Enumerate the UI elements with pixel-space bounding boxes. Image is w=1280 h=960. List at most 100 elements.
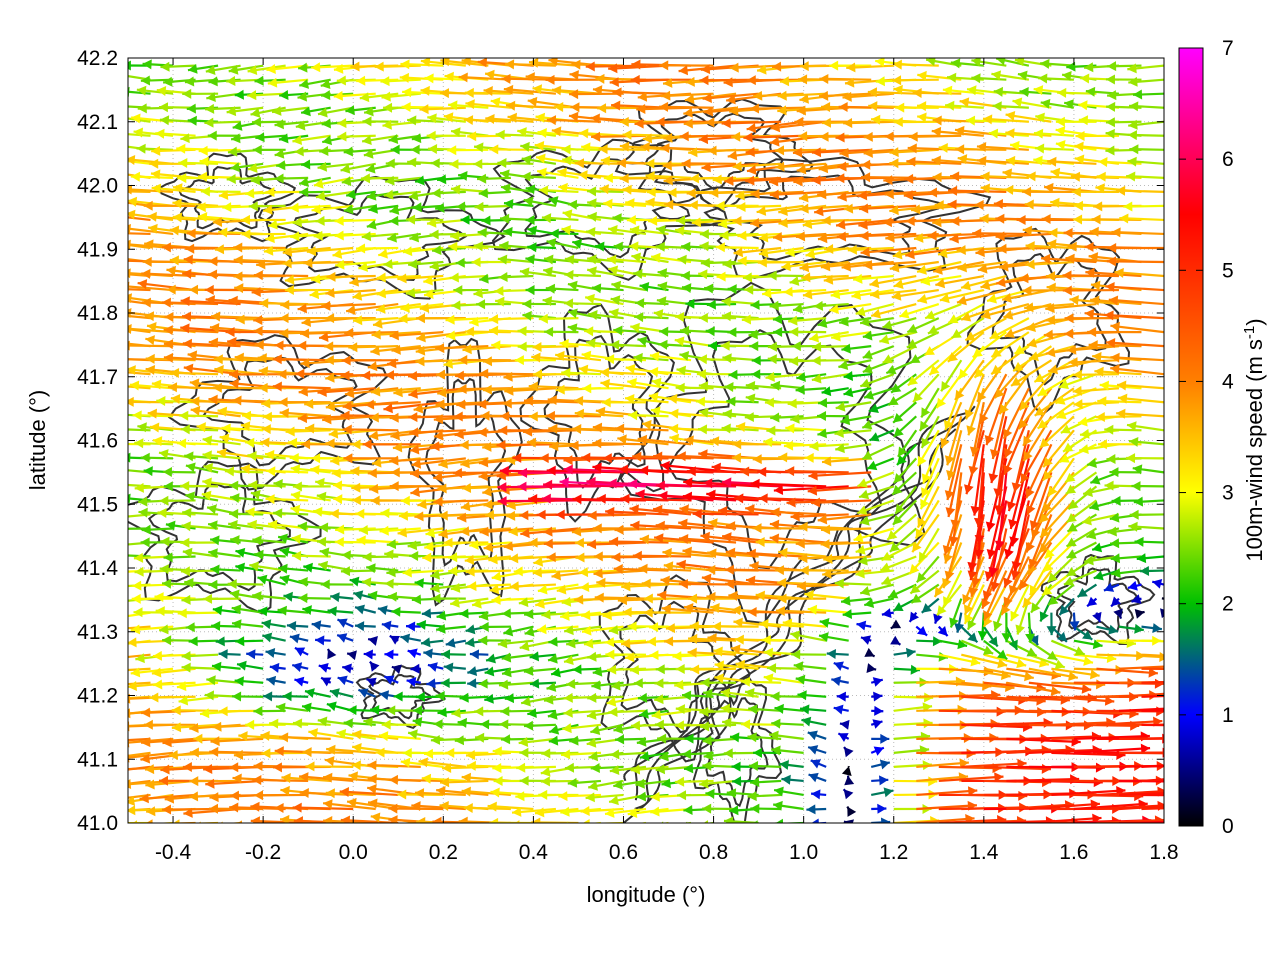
wind-vector xyxy=(358,525,399,535)
wind-vector xyxy=(196,422,241,433)
wind-vector xyxy=(991,70,1030,81)
wind-vector xyxy=(801,716,827,727)
wind-vector xyxy=(212,721,264,732)
wind-vector xyxy=(609,765,647,776)
wind-vector xyxy=(581,610,624,621)
wind-vector xyxy=(439,777,489,788)
wind-vector xyxy=(128,751,151,758)
wind-vector xyxy=(1022,186,1074,197)
wind-vector xyxy=(208,548,241,559)
wind-vector xyxy=(1036,401,1075,430)
wind-vector xyxy=(443,662,466,673)
wind-vector xyxy=(751,369,782,380)
wind-vector xyxy=(790,511,849,522)
wind-vector xyxy=(458,816,511,823)
wind-vector xyxy=(128,793,151,799)
wind-vector xyxy=(777,90,827,101)
wind-vector xyxy=(279,313,331,324)
wind-vector xyxy=(218,227,264,238)
wind-vector xyxy=(1141,694,1164,698)
wind-vector xyxy=(817,317,849,328)
wind-vector xyxy=(732,161,782,172)
wind-vector xyxy=(326,744,376,755)
x-tick-label: 1.8 xyxy=(1149,841,1178,864)
wind-vector xyxy=(1066,344,1120,355)
wind-vector xyxy=(1109,467,1142,478)
wind-vector xyxy=(383,401,444,414)
x-axis-ticks: -0.4 -0.2 0.0 0.2 0.4 0.6 0.8 1.0 1.2 1.4 1.6 1.8 xyxy=(155,58,1179,864)
wind-vector xyxy=(798,553,849,564)
wind-vector xyxy=(254,75,286,86)
wind-vector xyxy=(611,280,647,292)
wind-vector xyxy=(909,569,940,595)
wind-vector xyxy=(743,132,804,143)
wind-vector xyxy=(804,589,849,600)
wind-vector xyxy=(322,772,376,783)
wind-vector xyxy=(761,634,804,645)
wind-vector xyxy=(128,765,174,771)
wind-vector xyxy=(613,241,647,252)
wind-vector xyxy=(310,464,354,475)
wind-vector xyxy=(209,746,264,757)
wind-vector xyxy=(812,341,849,352)
y-tick-label: 41.1 xyxy=(77,748,118,771)
wind-vector xyxy=(938,653,981,667)
wind-vector xyxy=(1110,352,1164,363)
wind-vector xyxy=(416,331,466,343)
wind-vector xyxy=(892,499,918,526)
wind-vector xyxy=(1026,171,1074,182)
wind-vector xyxy=(1000,569,1030,616)
wind-vector xyxy=(960,625,979,644)
wind-vector xyxy=(840,595,872,606)
wind-vector xyxy=(381,719,421,730)
wind-vector xyxy=(891,288,939,301)
wind-vector xyxy=(769,533,827,544)
wind-vector xyxy=(311,620,331,631)
colorbar-tick-label: 7 xyxy=(1222,37,1234,60)
wind-vector xyxy=(983,639,1008,661)
wind-vector xyxy=(970,444,985,516)
wind-vector xyxy=(870,303,917,319)
wind-vector xyxy=(180,537,219,548)
wind-vector xyxy=(176,681,219,692)
wind-vector xyxy=(771,745,804,756)
wind-vector xyxy=(954,359,985,401)
wind-vector xyxy=(1047,583,1075,606)
wind-vector xyxy=(522,426,579,437)
wind-vector xyxy=(169,368,219,379)
wind-vector xyxy=(263,245,309,256)
wind-vector xyxy=(1062,285,1119,296)
wind-vector xyxy=(1018,373,1053,411)
wind-vector xyxy=(980,171,1029,182)
wind-vector xyxy=(765,371,804,382)
wind-vector xyxy=(185,462,219,474)
wind-vector xyxy=(504,59,556,70)
wind-vector xyxy=(796,105,849,116)
wind-vector xyxy=(141,524,174,535)
wind-vector xyxy=(500,734,534,745)
wind-vector xyxy=(811,373,849,384)
wind-vector xyxy=(400,757,444,768)
wind-vector xyxy=(1040,58,1074,69)
wind-vector xyxy=(833,704,849,715)
wind-vector xyxy=(278,563,309,574)
wind-vector xyxy=(389,481,444,492)
wind-vector xyxy=(860,635,872,645)
wind-vector xyxy=(1063,227,1119,238)
wind-vector xyxy=(1118,623,1144,634)
wind-vector xyxy=(465,566,511,577)
wind-vector xyxy=(363,649,376,660)
wind-vector xyxy=(871,691,883,702)
wind-vector xyxy=(386,567,421,578)
wind-vector xyxy=(253,315,309,326)
wind-vector xyxy=(163,352,219,363)
x-tick-label: 1.2 xyxy=(879,841,908,864)
wind-vector xyxy=(579,128,624,139)
wind-vector xyxy=(857,471,895,488)
wind-vector xyxy=(247,450,286,461)
wind-vector xyxy=(400,302,444,313)
wind-vector xyxy=(532,369,579,380)
wind-vector xyxy=(1118,651,1164,662)
wind-vector xyxy=(235,562,264,573)
wind-vector xyxy=(149,692,196,703)
